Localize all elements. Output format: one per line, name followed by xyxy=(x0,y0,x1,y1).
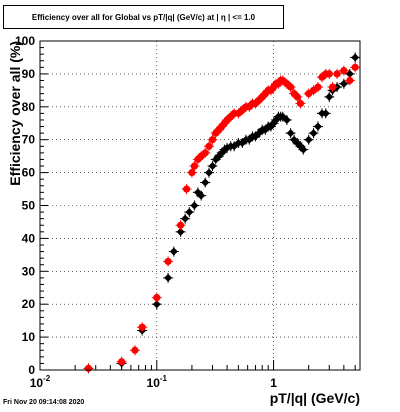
y-tick-label: 70 xyxy=(22,133,36,147)
red-point xyxy=(186,167,197,178)
red-point xyxy=(163,256,174,267)
red-point xyxy=(181,184,192,195)
x-tick-label: 10-1 xyxy=(147,374,168,390)
red-point xyxy=(295,98,306,109)
red-point xyxy=(285,82,296,93)
x-axis-label: pT/|q| (GeV/c) xyxy=(270,390,360,406)
black-point xyxy=(324,91,335,102)
red-point xyxy=(203,141,214,152)
black-point xyxy=(196,190,207,201)
black-point xyxy=(168,246,179,257)
red-point xyxy=(129,345,140,356)
y-tick-label: 90 xyxy=(22,67,36,81)
black-point xyxy=(320,108,331,119)
red-point xyxy=(344,75,355,86)
data-markers xyxy=(83,52,361,374)
y-tick-label: 0 xyxy=(28,363,35,377)
black-point xyxy=(175,226,186,237)
black-point xyxy=(207,161,218,172)
red-point xyxy=(332,68,343,79)
red-point xyxy=(350,62,361,73)
black-point xyxy=(338,78,349,89)
axis-ticks: 0 10 20 30 40 50 60 70 80 90 100 10-2 10-1 1 xyxy=(15,34,356,390)
red-point xyxy=(175,220,186,231)
y-axis-label: Efficiency over all (%) xyxy=(7,41,23,186)
y-tick-label: 20 xyxy=(22,297,36,311)
black-point xyxy=(151,299,162,310)
chart-title-text: Efficiency over all for Global vs pT/|q|… xyxy=(31,12,256,22)
black-point xyxy=(303,134,314,145)
black-point xyxy=(281,114,292,125)
red-point xyxy=(189,161,200,172)
black-point xyxy=(203,167,214,178)
black-point xyxy=(350,52,361,63)
black-point xyxy=(312,121,323,132)
black-point xyxy=(163,272,174,283)
black-point xyxy=(184,207,195,218)
y-tick-label: 10 xyxy=(22,330,36,344)
red-point xyxy=(137,322,148,333)
y-tick-label: 40 xyxy=(22,231,36,245)
red-point xyxy=(338,65,349,76)
black-point xyxy=(200,177,211,188)
x-tick-label: 1 xyxy=(270,376,277,390)
red-point xyxy=(327,82,338,93)
red-point xyxy=(312,82,323,93)
chart-title: Efficiency over all for Global vs pT/|q|… xyxy=(3,5,284,29)
y-tick-label: 100 xyxy=(15,34,35,48)
red-point xyxy=(200,147,211,158)
y-tick-label: 60 xyxy=(22,166,36,180)
timestamp-footer: Fri Nov 20 09:14:08 2020 xyxy=(3,399,85,406)
black-point xyxy=(189,200,200,211)
red-point xyxy=(83,363,94,374)
x-tick-label: 10-2 xyxy=(30,374,51,390)
y-tick-label: 50 xyxy=(22,199,36,213)
red-point xyxy=(207,134,218,145)
black-point xyxy=(285,128,296,139)
black-point xyxy=(298,144,309,155)
red-point xyxy=(292,91,303,102)
y-tick-label: 80 xyxy=(22,100,36,114)
red-point xyxy=(151,292,162,303)
y-tick-label: 30 xyxy=(22,264,36,278)
black-point xyxy=(308,128,319,139)
black-point xyxy=(180,213,191,224)
